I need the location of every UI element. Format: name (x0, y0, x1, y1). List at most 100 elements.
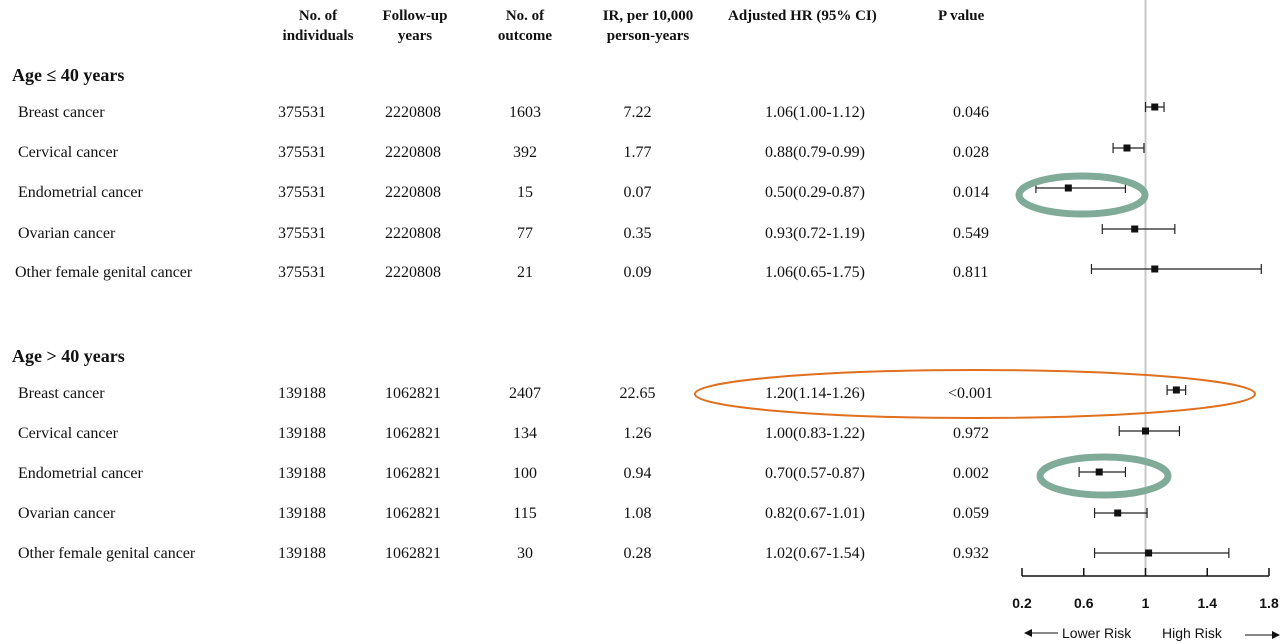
header-p-value: P value (938, 8, 985, 24)
row-individuals: 139188 (278, 545, 326, 562)
row-name: Breast cancer (18, 385, 105, 402)
row-hr: 1.06(1.00-1.12) (765, 104, 865, 121)
highlight-oval-endometrial-age-le-40 (1015, 172, 1149, 218)
row-individuals: 375531 (278, 144, 326, 161)
row-outcome: 1603 (509, 104, 541, 121)
row-name: Cervical cancer (18, 144, 118, 161)
point-estimate (1114, 509, 1122, 517)
row-outcome: 15 (517, 184, 533, 201)
row-name: Cervical cancer (18, 425, 118, 442)
point-estimate (1151, 265, 1159, 273)
table-row: Other female genital cancer 139188 10628… (0, 545, 1000, 567)
row-followup: 2220808 (385, 144, 441, 161)
x-tick-label: 1 (1142, 595, 1150, 611)
row-followup: 1062821 (385, 425, 441, 442)
row-individuals: 375531 (278, 264, 326, 281)
row-p: 0.059 (953, 505, 989, 522)
table-row: Cervical cancer 375531 2220808 392 1.77 … (0, 144, 1000, 166)
row-followup: 2220808 (385, 104, 441, 121)
row-outcome: 21 (517, 264, 533, 281)
row-ir: 0.28 (623, 545, 652, 562)
right-arrow-head-icon (1272, 631, 1280, 639)
row-hr: 0.88(0.79-0.99) (765, 144, 865, 161)
row-outcome: 30 (517, 545, 533, 562)
ci-mark (1078, 467, 1127, 477)
row-name: Other female genital cancer (15, 264, 193, 281)
row-individuals: 375531 (278, 104, 326, 121)
row-ir: 0.94 (623, 465, 652, 482)
highlight-oval-endometrial-age-gt-40 (1036, 453, 1172, 499)
point-estimate (1145, 549, 1153, 557)
table-row: Cervical cancer 139188 1062821 134 1.26 … (0, 425, 1000, 447)
row-individuals: 139188 (278, 505, 326, 522)
row-hr: 1.00(0.83-1.22) (765, 425, 865, 442)
ci-mark (1118, 426, 1181, 436)
table-row: Endometrial cancer 375531 2220808 15 0.0… (0, 184, 1000, 206)
table-row: Other female genital cancer 375531 22208… (0, 264, 1000, 286)
table-row: Ovarian cancer 375531 2220808 77 0.35 0.… (0, 225, 1000, 247)
row-hr: 0.82(0.67-1.01) (765, 505, 865, 522)
point-estimate (1131, 225, 1139, 233)
row-followup: 2220808 (385, 184, 441, 201)
row-name: Other female genital cancer (18, 545, 196, 562)
row-followup: 2220808 (385, 225, 441, 242)
row-hr: 1.20(1.14-1.26) (765, 385, 865, 402)
row-name: Ovarian cancer (18, 225, 116, 242)
row-outcome: 134 (513, 425, 537, 442)
point-estimate (1172, 386, 1180, 394)
ci-mark (1090, 264, 1262, 274)
header-followup: Follow-up years (382, 8, 448, 44)
row-p: 0.002 (953, 465, 989, 482)
row-p: 0.811 (953, 264, 989, 281)
row-p: 0.046 (953, 104, 989, 121)
ci-mark (1035, 183, 1127, 193)
high-risk-label: High Risk (1162, 625, 1223, 641)
row-p: 0.932 (953, 545, 989, 562)
row-individuals: 139188 (278, 465, 326, 482)
header-ir: IR, per 10,000 person-years (602, 8, 694, 44)
row-individuals: 375531 (278, 225, 326, 242)
row-name: Endometrial cancer (18, 465, 143, 482)
header-individuals: No. of individuals (282, 8, 354, 44)
ci-mark (1093, 508, 1148, 518)
row-hr: 0.50(0.29-0.87) (765, 184, 865, 201)
row-ir: 1.77 (623, 144, 652, 161)
x-tick-label: 0.2 (1012, 595, 1032, 611)
row-followup: 1062821 (385, 465, 441, 482)
row-hr: 1.02(0.67-1.54) (765, 545, 865, 562)
ci-mark (1093, 548, 1230, 558)
row-outcome: 77 (517, 225, 533, 242)
row-p: 0.972 (953, 425, 989, 442)
left-arrow-head-icon (1024, 629, 1032, 637)
row-ir: 7.22 (623, 104, 652, 121)
row-p: 0.028 (953, 144, 989, 161)
row-name: Endometrial cancer (18, 184, 143, 201)
row-individuals: 375531 (278, 184, 326, 201)
point-estimate (1064, 184, 1072, 192)
point-estimate (1095, 468, 1103, 476)
row-individuals: 139188 (278, 425, 326, 442)
table-row: Ovarian cancer 139188 1062821 115 1.08 0… (0, 505, 1000, 527)
x-tick-label: 1.4 (1198, 595, 1218, 611)
group-label-age-le-40: Age ≤ 40 years (12, 65, 125, 85)
row-outcome: 2407 (509, 385, 541, 402)
row-hr: 0.93(0.72-1.19) (765, 225, 865, 242)
row-followup: 1062821 (385, 385, 441, 402)
ci-mark (1101, 224, 1176, 234)
x-tick-label: 1.8 (1259, 595, 1279, 611)
ci-mark (1166, 385, 1187, 395)
row-outcome: 100 (513, 465, 537, 482)
header-hr: Adjusted HR (95% CI) (728, 8, 877, 24)
row-ir: 0.07 (623, 184, 652, 201)
row-p: 0.549 (953, 225, 989, 242)
row-outcome: 392 (513, 144, 537, 161)
lower-risk-label: Lower Risk (1062, 625, 1132, 641)
header-outcome: No. of outcome (497, 8, 553, 44)
row-ir: 22.65 (619, 385, 656, 402)
row-ir: 0.35 (623, 225, 652, 242)
row-p: <0.001 (948, 385, 994, 402)
row-ir: 1.08 (623, 505, 652, 522)
row-hr: 1.06(0.65-1.75) (765, 264, 865, 281)
row-outcome: 115 (513, 505, 537, 522)
